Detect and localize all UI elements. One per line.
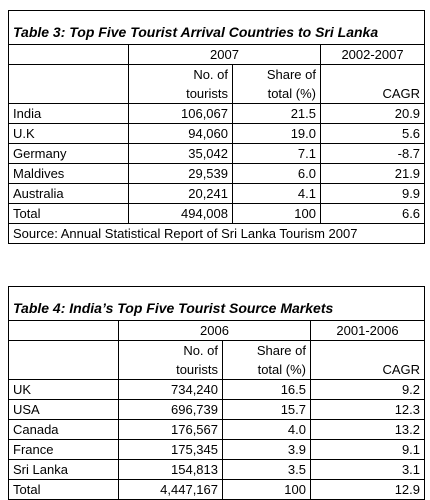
cell [8,340,119,380]
header-line: tourists [186,86,228,101]
value-cell: 734,240 [118,379,223,400]
title-row: Table 4: India’s Top Five Tourist Source… [7,286,426,321]
row-label: Sri Lanka [8,459,119,480]
period-row: 2007 2002-2007 [8,44,426,65]
cell [8,320,119,341]
header-line: No. of [183,343,218,358]
value-cell: 176,567 [118,419,223,440]
row-label: France [8,439,119,460]
page: Table 3: Top Five Tourist Arrival Countr… [7,10,426,500]
header-line: Share of [266,67,316,82]
column-header-row: No. of tourists Share of total (%) CAGR [8,340,426,380]
table-title: Table 3: Top Five Tourist Arrival Countr… [7,10,426,45]
value-cell: 20,241 [128,183,233,204]
table: Table 4: India’s Top Five Tourist Source… [7,286,426,500]
column-header: Share of total (%) [232,64,321,104]
value-cell: -8.7 [319,143,426,164]
value-cell: 9.9 [319,183,426,204]
data-row: Total 4,447,167 100 12.9 [8,479,426,500]
value-cell: 12.9 [309,479,426,500]
value-cell: 9.2 [309,379,426,400]
header-line: total (%) [257,362,306,377]
value-cell: 5.6 [319,123,426,144]
value-cell: 19.0 [232,123,321,144]
row-label: UK [8,379,119,400]
data-row: France 175,345 3.9 9.1 [8,439,426,460]
period-row: 2006 2001-2006 [8,320,426,341]
value-cell: 4.0 [222,419,311,440]
row-label: Germany [8,143,129,164]
value-cell: 4,447,167 [118,479,223,500]
value-cell: 21.9 [319,163,426,184]
cell [8,44,129,65]
row-label: Maldives [8,163,129,184]
header-line: CAGR [382,362,421,377]
header-line: total (%) [267,86,316,101]
value-cell: 3.5 [222,459,311,480]
value-cell: 106,067 [128,103,233,124]
data-row: Canada 176,567 4.0 13.2 [8,419,426,440]
row-label: Total [8,203,129,224]
table: Table 3: Top Five Tourist Arrival Countr… [7,10,426,244]
value-cell: 100 [222,479,311,500]
data-row: Australia 20,241 4.1 9.9 [8,183,426,204]
row-label: Australia [8,183,129,204]
row-label: USA [8,399,119,420]
value-cell: 29,539 [128,163,233,184]
value-cell: 16.5 [222,379,311,400]
value-cell: 6.0 [232,163,321,184]
value-cell: 100 [232,203,321,224]
source-note: Source: Annual Statistical Report of Sri… [7,223,426,244]
title-row: Table 3: Top Five Tourist Arrival Countr… [7,10,426,45]
value-cell: 20.9 [319,103,426,124]
value-cell: 94,060 [128,123,233,144]
row-label: Total [8,479,119,500]
value-cell: 7.1 [232,143,321,164]
period-header: 2006 [118,320,311,341]
value-cell: 696,739 [118,399,223,420]
column-header: CAGR [309,340,426,380]
data-row: Germany 35,042 7.1 -8.7 [8,143,426,164]
period-header: 2002-2007 [319,44,426,65]
value-cell: 154,813 [118,459,223,480]
row-label: Canada [8,419,119,440]
column-header: CAGR [319,64,426,104]
data-row: U.K 94,060 19.0 5.6 [8,123,426,144]
value-cell: 6.6 [319,203,426,224]
row-label: India [8,103,129,124]
data-row: Total 494,008 100 6.6 [8,203,426,224]
value-cell: 175,345 [118,439,223,460]
value-cell: 494,008 [128,203,233,224]
row-label: U.K [8,123,129,144]
data-row: UK 734,240 16.5 9.2 [8,379,426,400]
header-line: tourists [176,362,218,377]
value-cell: 9.1 [309,439,426,460]
header-line: No. of [193,67,228,82]
column-header-row: No. of tourists Share of total (%) CAGR [8,64,426,104]
header-line: Share of [256,343,306,358]
column-header: No. of tourists [128,64,233,104]
data-row: Sri Lanka 154,813 3.5 3.1 [8,459,426,480]
value-cell: 35,042 [128,143,233,164]
value-cell: 21.5 [232,103,321,124]
value-cell: 3.1 [309,459,426,480]
source-row: Source: Annual Statistical Report of Sri… [7,223,426,244]
data-row: USA 696,739 15.7 12.3 [8,399,426,420]
period-header: 2001-2006 [309,320,426,341]
period-header: 2007 [128,44,321,65]
header-line: CAGR [382,86,421,101]
value-cell: 3.9 [222,439,311,460]
value-cell: 12.3 [309,399,426,420]
value-cell: 13.2 [309,419,426,440]
table-title: Table 4: India’s Top Five Tourist Source… [7,286,426,321]
column-header: No. of tourists [118,340,223,380]
cell [8,64,129,104]
column-header: Share of total (%) [222,340,311,380]
value-cell: 4.1 [232,183,321,204]
data-row: Maldives 29,539 6.0 21.9 [8,163,426,184]
value-cell: 15.7 [222,399,311,420]
data-row: India 106,067 21.5 20.9 [8,103,426,124]
